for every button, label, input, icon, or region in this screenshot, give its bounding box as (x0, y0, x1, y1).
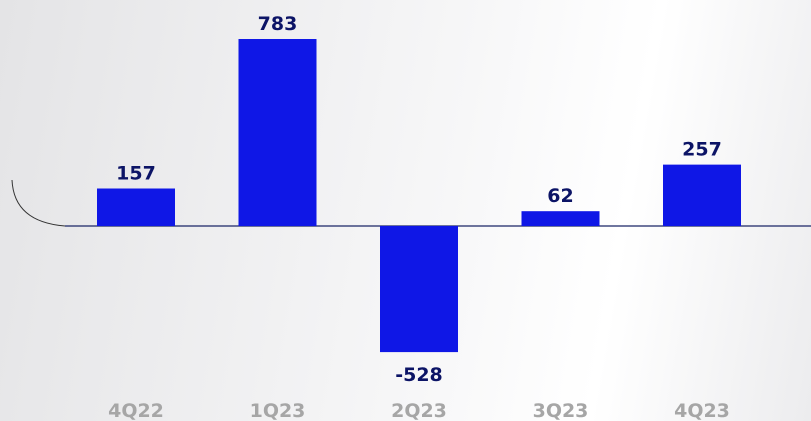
x-tick-label: 1Q23 (250, 400, 306, 421)
value-label: -528 (395, 364, 443, 386)
x-tick-label: 4Q23 (674, 400, 730, 421)
bar (663, 164, 741, 226)
bar (97, 188, 175, 226)
x-tick-label: 2Q23 (391, 400, 447, 421)
decor-curve (11, 179, 66, 227)
value-label: 783 (258, 13, 298, 35)
bar (380, 226, 458, 353)
bar (521, 211, 600, 226)
value-label: 157 (116, 163, 156, 185)
bar (238, 39, 317, 226)
x-tick-label: 3Q23 (533, 400, 589, 421)
value-label: 257 (682, 139, 722, 161)
x-tick-label: 4Q22 (108, 400, 164, 421)
value-label: 62 (547, 185, 573, 207)
